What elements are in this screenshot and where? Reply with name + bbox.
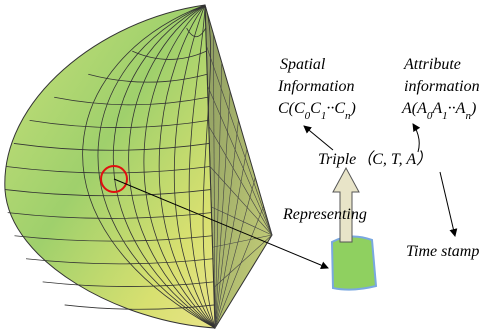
formula-part: C — [310, 100, 321, 117]
arrow — [304, 126, 333, 150]
formula-part: C(C — [278, 100, 305, 117]
attribute-label: Attribute — [403, 56, 461, 73]
spatial-formula: C(C0C1··Cn) — [278, 100, 356, 122]
flat-face — [205, 5, 272, 328]
formula-part: ) — [470, 100, 476, 117]
arrow — [413, 124, 419, 152]
formula-part: ) — [350, 100, 356, 117]
formula-part: A(A — [401, 100, 427, 117]
up-arrow — [333, 168, 359, 242]
attribute-formula: A(A0A1··An) — [401, 100, 476, 122]
quarter-sphere — [5, 5, 272, 328]
diagram: Spatial Information C(C0C1··Cn) Attribut… — [0, 0, 503, 329]
attribute-label: information — [404, 78, 480, 95]
representing-label: Representing — [282, 206, 367, 223]
formula-part: ··A — [448, 100, 466, 117]
time-stamp-label: Time stamp — [406, 243, 479, 260]
formula-part: A — [431, 100, 442, 117]
spatial-label: Information — [277, 78, 354, 95]
arrow — [440, 172, 455, 236]
triple-label: Triple（C, T, A） — [318, 150, 432, 168]
formula-part: ··C — [326, 100, 345, 117]
spatial-label: Spatial — [280, 56, 326, 73]
cell-cube — [332, 236, 376, 289]
